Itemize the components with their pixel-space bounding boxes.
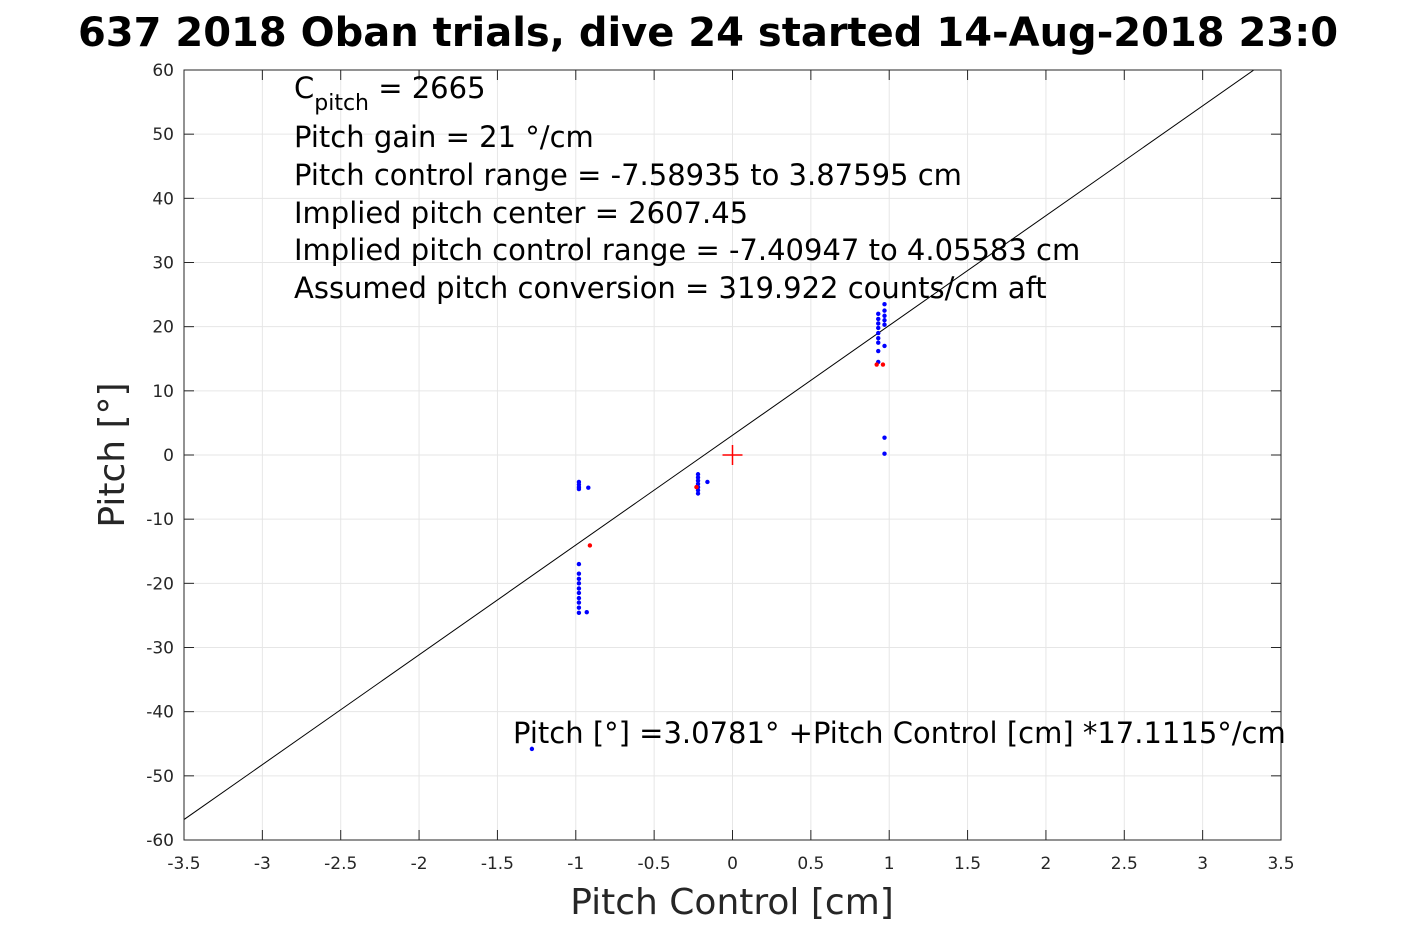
x-tick-label: 2.5 bbox=[1111, 854, 1138, 874]
annotations: Cpitch = 2665 Pitch gain = 21 °/cm Pitch c… bbox=[294, 71, 1286, 750]
x-tick-label: -1 bbox=[567, 854, 584, 874]
data-point bbox=[882, 313, 887, 318]
data-point bbox=[695, 472, 701, 477]
x-tick-label: -2 bbox=[411, 854, 428, 874]
data-point bbox=[882, 343, 887, 349]
y-tick-label: -20 bbox=[146, 574, 174, 594]
data-point bbox=[586, 485, 591, 490]
data-point bbox=[882, 308, 887, 313]
data-point bbox=[874, 362, 879, 367]
data-point bbox=[576, 586, 582, 591]
y-tick-label: -10 bbox=[146, 510, 174, 530]
x-tick-label: -3.5 bbox=[167, 854, 200, 874]
y-tick-label: 50 bbox=[152, 125, 174, 145]
data-point bbox=[882, 318, 887, 323]
annotation-line: Implied pitch center = 2607.45 bbox=[294, 196, 748, 230]
annotation-line: Cpitch = 2665 bbox=[294, 71, 486, 116]
y-tick-label: 30 bbox=[152, 254, 174, 274]
x-tick-label: 0.5 bbox=[797, 854, 824, 874]
y-tick-label: -60 bbox=[146, 831, 174, 851]
data-point bbox=[876, 340, 881, 345]
data-point bbox=[882, 451, 887, 456]
y-tick-label: 10 bbox=[152, 382, 174, 402]
data-point bbox=[882, 435, 887, 440]
data-point bbox=[876, 330, 881, 336]
data-point bbox=[876, 316, 881, 322]
data-point bbox=[694, 484, 699, 490]
data-point bbox=[587, 543, 593, 548]
y-tick-label: 60 bbox=[152, 61, 174, 81]
y-tick-label: -50 bbox=[146, 767, 174, 787]
grid bbox=[183, 69, 1282, 841]
data-point bbox=[576, 486, 582, 492]
data-point bbox=[876, 321, 881, 326]
data-point bbox=[576, 571, 582, 576]
data-point bbox=[882, 302, 887, 307]
data-point bbox=[876, 311, 881, 317]
fit-equation-label: Pitch [°] =3.0781° +Pitch Control [cm] *… bbox=[513, 716, 1286, 750]
x-tick-label: -2.5 bbox=[324, 854, 357, 874]
annotation-line: Assumed pitch conversion = 319.922 count… bbox=[294, 271, 1047, 305]
data-point bbox=[576, 600, 582, 605]
fit-line bbox=[184, 70, 1255, 820]
x-tick-label: 1 bbox=[884, 854, 895, 874]
annotation-line: Implied pitch control range = -7.40947 t… bbox=[294, 233, 1080, 267]
y-tick-label: -30 bbox=[146, 639, 174, 659]
x-tick-label: 1.5 bbox=[954, 854, 981, 874]
annotation-line: Pitch gain = 21 °/cm bbox=[294, 120, 594, 154]
x-axis-label: Pitch Control [cm] bbox=[570, 882, 894, 923]
y-tick-label: 20 bbox=[152, 318, 174, 338]
data-point bbox=[576, 576, 582, 582]
chart-title: 637 2018 Oban trials, dive 24 started 14… bbox=[78, 10, 1338, 56]
x-tick-label: -0.5 bbox=[638, 854, 671, 874]
data-point bbox=[695, 475, 701, 480]
tick-labels: -3.5 -3 -2.5 -2 -1.5 -1 -0.5 0 0.5 1 1.5 2 2.5 3 3.5 -6… bbox=[146, 61, 1294, 874]
plot-area bbox=[184, 70, 1255, 820]
x-tick-label: 3.5 bbox=[1267, 854, 1294, 874]
x-tick-label: 2 bbox=[1041, 854, 1052, 874]
data-point bbox=[576, 561, 582, 567]
x-tick-label: 3 bbox=[1197, 854, 1208, 874]
y-tick-label: 40 bbox=[152, 189, 174, 209]
data-point bbox=[695, 478, 701, 483]
y-axis-label: Pitch [°] bbox=[92, 382, 133, 527]
data-point bbox=[876, 325, 881, 331]
data-point bbox=[876, 348, 881, 354]
axes bbox=[183, 69, 1282, 841]
data-point bbox=[695, 491, 701, 496]
x-tick-label: 0 bbox=[727, 854, 738, 874]
data-point bbox=[705, 479, 710, 485]
data-point bbox=[880, 362, 886, 367]
data-point bbox=[576, 605, 582, 610]
y-tick-label: -40 bbox=[146, 703, 174, 723]
data-point bbox=[576, 581, 582, 586]
data-point bbox=[529, 746, 535, 752]
x-tick-label: -3 bbox=[254, 854, 271, 874]
x-tick-label: -1.5 bbox=[481, 854, 514, 874]
data-point bbox=[576, 590, 582, 596]
y-tick-label: 0 bbox=[163, 446, 174, 466]
data-point bbox=[576, 610, 582, 616]
data-point bbox=[584, 610, 589, 615]
data-point bbox=[576, 595, 582, 601]
annotation-line: Pitch control range = -7.58935 to 3.8759… bbox=[294, 158, 962, 192]
data-point bbox=[882, 322, 887, 327]
data-point bbox=[876, 336, 881, 341]
